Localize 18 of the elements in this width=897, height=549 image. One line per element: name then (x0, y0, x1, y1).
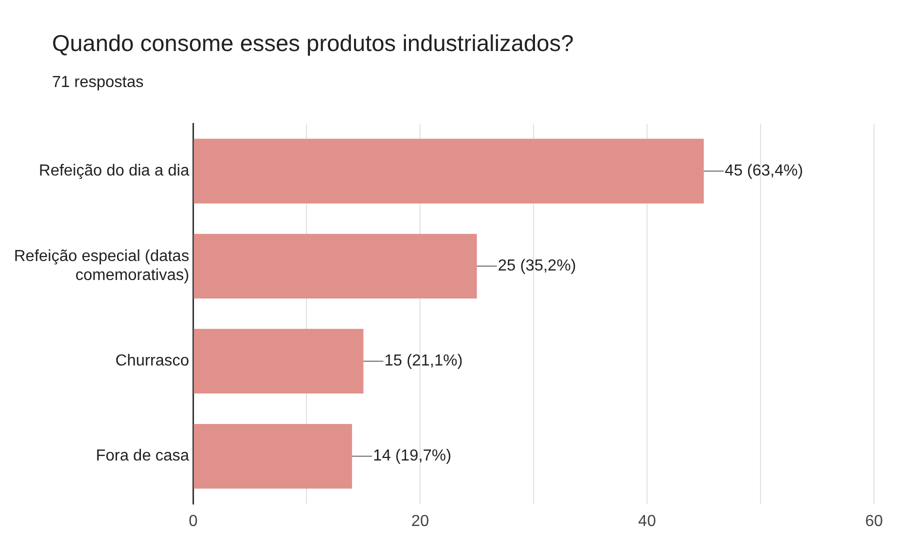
x-tick-label: 60 (865, 512, 883, 530)
data-label: 45 (63,4%) (724, 162, 804, 180)
chart-subtitle: 71 respostas (52, 74, 144, 92)
bar (194, 138, 704, 204)
bar (194, 328, 364, 394)
y-tick-label: Fora de casa (96, 448, 190, 465)
x-tick-label: 20 (411, 512, 430, 530)
data-label: 15 (21,1%) (384, 352, 463, 370)
data-label: 25 (35,2%) (498, 258, 576, 275)
data-label: 14 (19,7%) (373, 448, 452, 465)
y-tick-label: Churrasco (115, 352, 190, 370)
bar (194, 234, 477, 298)
x-tick-label: 0 (188, 512, 198, 530)
bar (194, 424, 352, 489)
y-tick-label: Refeição do dia a dia (38, 162, 190, 180)
x-tick-label: 40 (638, 512, 656, 530)
y-tick-label: Refeição especial (datas comemorativas) (14, 248, 190, 284)
chart-title: Quando consome esses produtos industrializados? (52, 30, 574, 57)
